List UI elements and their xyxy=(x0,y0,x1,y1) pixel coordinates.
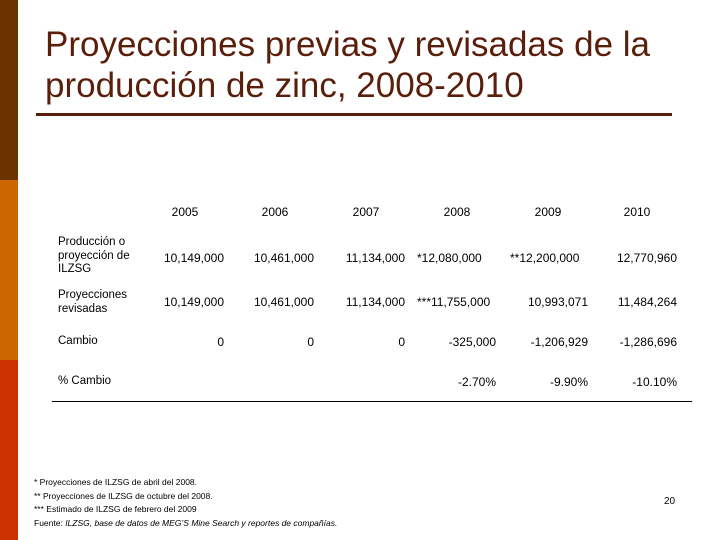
footnote-3: *** Estimado de ILZSG de febrero del 200… xyxy=(34,504,197,514)
source-note: Fuente: ILZSG, base de datos de MEG’S Mi… xyxy=(34,517,337,531)
table-cell: -1,286,696 xyxy=(619,335,677,349)
table-cell: *12,080,000 xyxy=(417,251,482,265)
table-cell: 10,993,071 xyxy=(527,295,588,309)
table-cell: -10.10% xyxy=(632,375,677,389)
year-header-2010: 2010 xyxy=(623,205,651,219)
table-cell: **12,200,000 xyxy=(510,251,580,265)
table-cell: 10,461,000 xyxy=(253,251,314,265)
slide-title: Proyecciones previas y revisadas de la p… xyxy=(45,24,705,106)
table-cell: 0 xyxy=(307,335,314,349)
sidebar-segment-brown xyxy=(0,0,18,180)
footnotes: * Proyecciones de ILZSG de abril del 200… xyxy=(34,476,337,530)
row-label-porcentaje-cambio: % Cambio xyxy=(58,375,112,387)
table-cell: -9.90% xyxy=(549,375,588,389)
table-cell: -2.70% xyxy=(457,375,496,389)
slide-sidebar-bar xyxy=(0,0,18,540)
row-label-produccion: Producción o proyección de ILZSG xyxy=(58,236,130,275)
table-cell: 11,134,000 xyxy=(345,295,405,309)
row-label-cambio: Cambio xyxy=(58,335,98,347)
year-header-2009: 2009 xyxy=(534,205,562,219)
page-number: 20 xyxy=(664,496,676,507)
year-header-2008: 2008 xyxy=(443,205,471,219)
table-cell: 11,134,000 xyxy=(345,251,405,265)
row-label-proyecciones-revisadas: Proyecciones revisadas xyxy=(58,289,128,315)
footnote-1: * Proyecciones de ILZSG de abril del 200… xyxy=(34,477,198,487)
table-cell: 12,770,960 xyxy=(616,251,677,265)
year-header-2006: 2006 xyxy=(261,205,289,219)
table-cell: 0 xyxy=(398,335,405,349)
table-cell: -1,206,929 xyxy=(530,335,588,349)
table-cell: 11,484,264 xyxy=(617,295,677,309)
title-underline xyxy=(36,113,672,116)
source-prefix: Fuente: xyxy=(34,517,66,528)
year-header-2007: 2007 xyxy=(352,205,380,219)
table-cell: 10,149,000 xyxy=(163,251,224,265)
table-cell: 0 xyxy=(217,335,224,349)
source-text: ILZSG, base de datos de MEG’S Mine Searc… xyxy=(65,517,338,528)
slide-title-line2: producción de zinc, 2008-2010 xyxy=(45,66,524,105)
footnote-2: ** Proyecciones de ILZSG de octubre del … xyxy=(34,490,213,501)
year-header-2005: 2005 xyxy=(171,205,199,219)
sidebar-segment-red xyxy=(0,360,18,540)
table-cell: ***11,755,000 xyxy=(417,295,491,309)
sidebar-segment-orange xyxy=(0,180,18,360)
table-bottom-rule xyxy=(52,401,692,402)
table-cell: 10,461,000 xyxy=(253,295,314,309)
table-cell: -325,000 xyxy=(448,335,496,349)
table-cell: 10,149,000 xyxy=(163,295,224,309)
slide-title-line1: Proyecciones previas y revisadas de la xyxy=(45,25,651,64)
